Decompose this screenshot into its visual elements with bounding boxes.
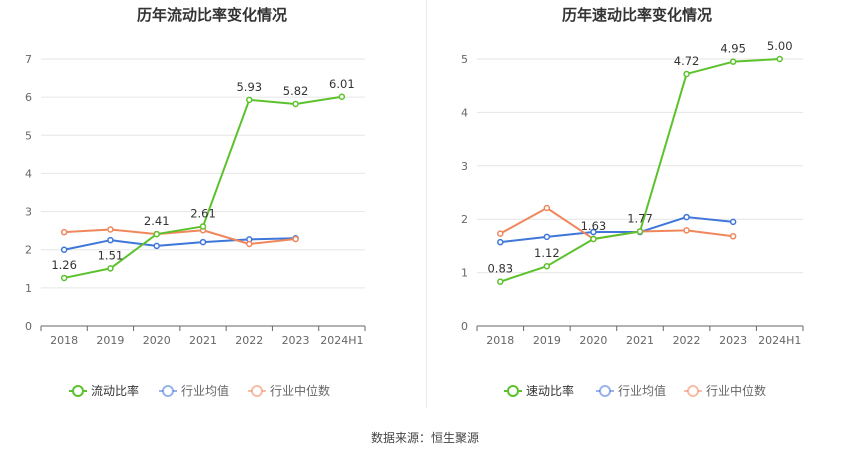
data-point [590,235,597,243]
data-label: 1.63 [581,219,607,233]
legend-label: 行业均值 [181,383,229,398]
legend-marker [687,385,699,397]
legend-marker [162,385,174,397]
data-point [729,218,737,226]
x-tick-label: 2023 [719,334,747,347]
current-ratio-chart: 历年流动比率变化情况 0 1 2 3 4 5 6 7 2018 2019 2020 2021 2022 20… [25,6,366,398]
data-label: 4.72 [674,54,700,68]
data-point [776,55,783,63]
data-label: 1.12 [534,246,560,260]
data-point [199,223,207,230]
x-tick-label: 2019 [96,334,124,347]
data-point [729,233,737,240]
chart-title: 历年流动比率变化情况 [137,6,287,24]
data-point [153,242,160,250]
data-point [338,93,346,101]
data-point [107,236,114,244]
data-label: 2.61 [190,206,216,220]
data-point [292,100,299,108]
x-tick-label: 2021 [189,334,217,347]
x-tick-label: 2021 [626,334,654,347]
data-label: 5.00 [767,39,793,53]
data-point [153,230,160,238]
data-point [543,233,551,241]
data-point [60,228,68,236]
legend-marker [251,385,263,397]
data-label: 0.83 [487,262,513,276]
y-tick-label: 7 [25,53,32,66]
data-point [107,265,114,272]
y-tick-label: 0 [461,320,468,333]
data-point [683,213,690,221]
y-tick-label: 6 [25,91,32,104]
x-tick-label: 2024H1 [758,334,801,347]
data-label: 1.77 [627,211,653,225]
data-label: 5.82 [283,84,309,98]
legend-marker [599,385,611,397]
data-source-label: 数据来源：恒生聚源 [370,431,479,445]
data-point [497,230,504,237]
data-label: 6.01 [329,77,355,91]
data-point [60,274,68,282]
data-point [246,240,253,248]
y-tick-label: 4 [25,167,32,180]
x-tick-label: 2022 [235,334,263,347]
data-point [543,262,551,270]
legend-label: 速动比率 [526,383,574,398]
chart-divider [426,0,427,408]
y-tick-label: 3 [461,160,468,173]
legend-label: 行业均值 [618,383,666,398]
y-tick-label: 1 [25,282,32,295]
data-point [107,226,114,233]
data-label: 1.51 [98,248,124,262]
data-point [60,246,68,253]
data-label: 2.41 [144,214,170,228]
y-tick-label: 5 [461,53,468,66]
y-tick-label: 3 [25,206,32,219]
quick-ratio-chart: 历年速动比率变化情况 0 1 2 3 4 5 2018 2019 2020 2021 2022 2023… [461,6,804,398]
legend-label: 流动比率 [91,383,139,398]
y-tick-label: 2 [25,244,32,257]
series-line-1 [63,237,296,251]
data-point [497,278,504,285]
y-tick-label: 0 [25,320,32,333]
legend-label: 行业中位数 [270,383,330,398]
chart-title: 历年速动比率变化情况 [562,6,712,24]
data-point [497,238,504,246]
x-tick-label: 2019 [533,334,561,347]
data-label: 1.26 [51,258,77,272]
data-point [729,58,737,65]
x-tick-label: 2024H1 [320,334,363,347]
data-point [543,204,551,212]
y-tick-label: 2 [461,213,468,226]
data-point [246,96,253,104]
data-point [199,238,207,246]
data-point [636,228,644,235]
data-point [292,235,299,243]
series-line-2 [64,228,296,245]
x-tick-label: 2020 [579,334,607,347]
x-tick-label: 2022 [673,334,701,347]
legend-label: 行业中位数 [706,383,766,398]
y-tick-label: 5 [25,129,32,142]
data-point [590,228,597,236]
x-tick-label: 2020 [143,334,171,347]
legend-marker [72,385,84,397]
x-tick-label: 2018 [486,334,514,347]
legend-marker [507,385,519,397]
x-tick-label: 2023 [282,334,310,347]
data-point [683,227,690,234]
y-tick-label: 1 [461,267,468,280]
series-line-1 [500,216,734,244]
x-tick-label: 2018 [50,334,78,347]
data-label: 4.95 [720,42,746,56]
y-tick-label: 4 [461,106,468,119]
data-label: 5.93 [236,80,262,94]
data-point [683,70,690,78]
